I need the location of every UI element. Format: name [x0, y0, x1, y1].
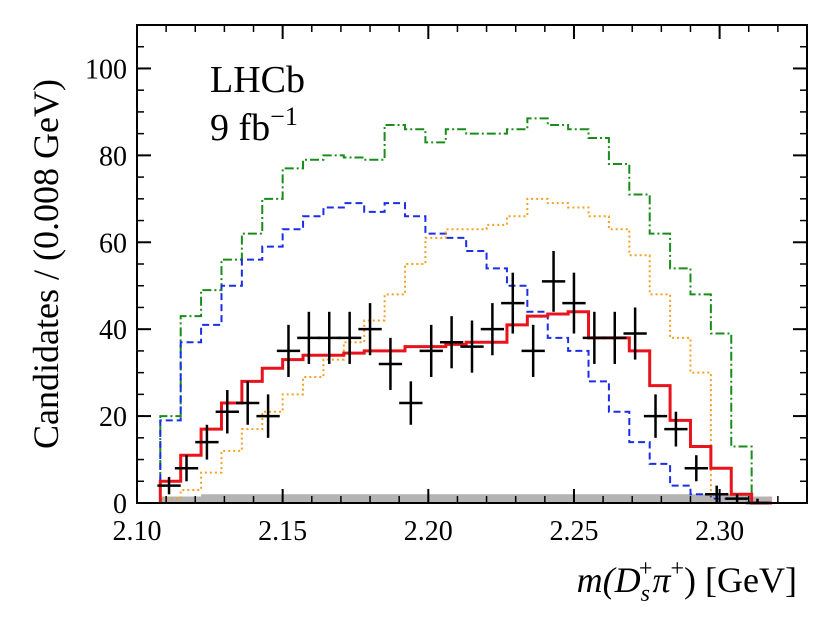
x-tick-label: 2.30 — [695, 516, 744, 547]
data-point — [378, 337, 403, 391]
x-label-sub: s — [641, 581, 650, 607]
axis-ticks-layer: 2.10 2.15 2.20 2.25 2.30 0 20 40 60 80 100 — [85, 24, 808, 547]
x-tick-label: 2.15 — [258, 516, 307, 547]
data-point — [215, 390, 239, 434]
data-points-layer — [157, 250, 770, 505]
x-label-sup1: + — [639, 556, 653, 582]
data-point — [276, 324, 301, 377]
data-point — [256, 394, 280, 438]
y-tick-label: 20 — [99, 402, 127, 433]
component-curve-dashdot — [159, 117, 773, 504]
data-point — [399, 381, 423, 425]
luminosity-value: 9 fb — [210, 107, 270, 149]
data-point — [541, 250, 566, 312]
x-label-sup2: + — [671, 556, 685, 582]
data-point — [174, 455, 199, 482]
data-point — [623, 307, 647, 360]
data-point — [480, 303, 505, 356]
x-tick-label: 2.25 — [549, 516, 598, 547]
data-point — [317, 311, 341, 364]
component-curve-dashed — [159, 202, 773, 504]
component-curve-dotted — [159, 197, 773, 504]
data-point — [236, 381, 260, 425]
data-point — [439, 316, 464, 369]
x-tick-label: 2.20 — [404, 516, 453, 547]
y-tick-label: 60 — [99, 228, 127, 259]
x-axis-label: m(Ds+π+) [GeV] — [577, 556, 797, 607]
x-tick-label: 2.10 — [113, 516, 162, 547]
data-point — [501, 272, 525, 334]
data-point — [664, 411, 688, 447]
data-point — [358, 303, 382, 356]
y-tick-label: 40 — [99, 315, 127, 346]
background-band — [160, 494, 773, 503]
data-point — [643, 394, 668, 438]
y-axis-label: Candidates / (0.008 GeV) — [26, 79, 66, 449]
data-point — [195, 424, 219, 460]
data-point — [297, 311, 321, 364]
data-point — [157, 476, 181, 495]
data-point — [521, 324, 545, 377]
background-band-layer — [160, 494, 773, 503]
luminosity-label: 9 fb−1 — [210, 102, 298, 149]
y-tick-label: 0 — [113, 489, 127, 520]
data-point — [705, 485, 729, 503]
y-tick-label: 80 — [99, 141, 127, 172]
luminosity-exponent: −1 — [270, 102, 298, 131]
data-point — [460, 320, 484, 373]
fit-curves-layer — [158, 117, 773, 505]
x-label-mass: m(D — [577, 560, 641, 600]
data-point — [338, 311, 362, 364]
x-label-pi: π — [652, 560, 671, 600]
data-point — [684, 455, 708, 482]
experiment-label: LHCb — [210, 59, 305, 101]
y-tick-label: 100 — [85, 54, 127, 85]
data-point — [419, 324, 443, 377]
x-label-unit: ) [GeV] — [684, 560, 797, 600]
total-fit-curve — [158, 310, 773, 505]
data-point — [725, 494, 749, 503]
data-point — [562, 272, 586, 334]
data-point — [582, 311, 606, 364]
data-point — [603, 311, 627, 364]
